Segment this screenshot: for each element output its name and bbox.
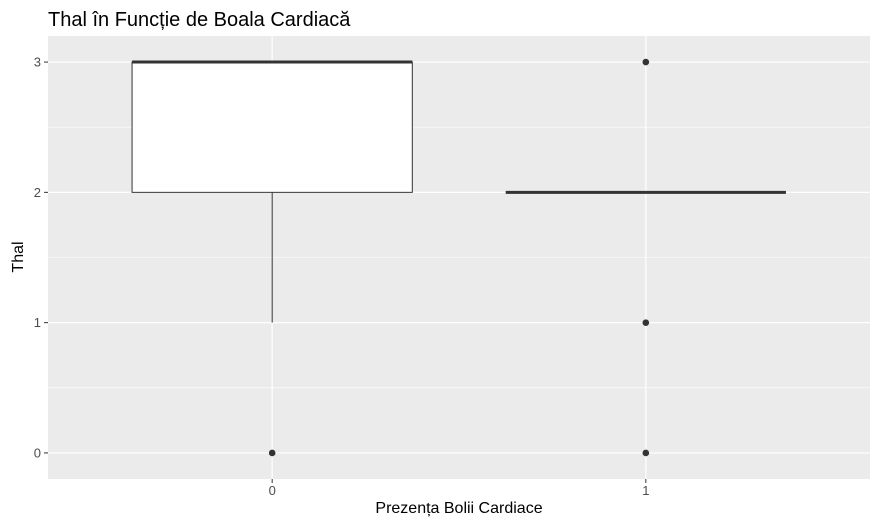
box-body (131, 61, 413, 193)
axis-ticks: 0 1 2 3 0 1 (34, 55, 650, 498)
outlier-point (268, 449, 276, 457)
x-tick-label: 0 (269, 483, 276, 498)
y-axis-title: Thal (10, 241, 27, 272)
y-tick-label: 3 (34, 55, 41, 70)
boxes-layer (131, 58, 786, 457)
x-tick-label: 1 (642, 483, 649, 498)
box-group-1 (505, 58, 786, 457)
chart-title: Thal în Funcție de Boala Cardiacă (48, 9, 351, 31)
box-group-0 (131, 60, 413, 457)
outlier-point (642, 449, 650, 457)
y-tick-label: 0 (34, 445, 41, 460)
x-axis-title: Prezența Bolii Cardiace (375, 500, 542, 517)
outlier-point (642, 58, 650, 66)
y-tick-label: 1 (34, 315, 41, 330)
outlier-point (642, 319, 650, 326)
y-tick-label: 2 (34, 185, 41, 200)
